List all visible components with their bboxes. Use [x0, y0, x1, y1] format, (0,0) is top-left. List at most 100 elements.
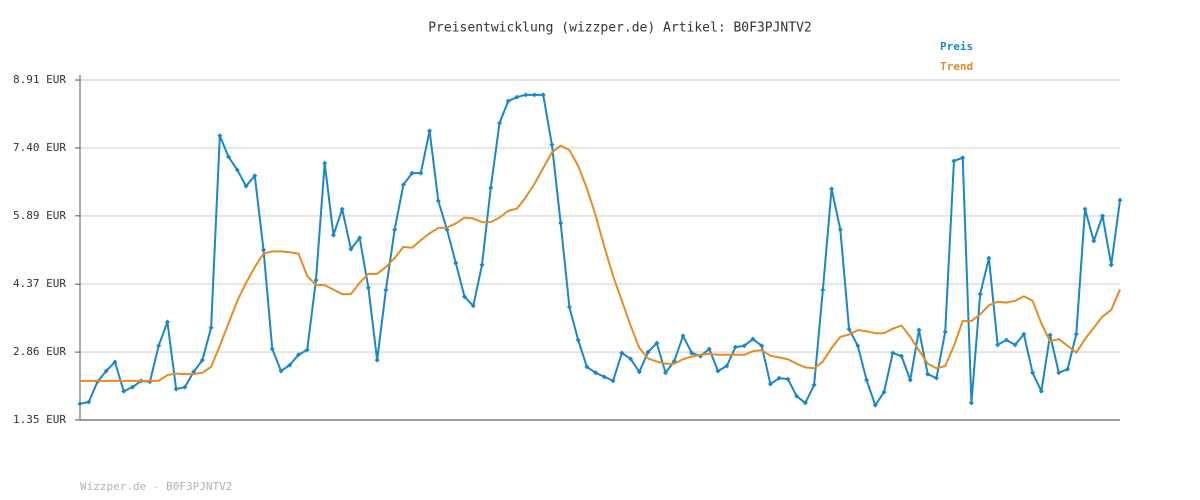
data-point [103, 368, 109, 374]
data-point [505, 98, 511, 104]
data-point [400, 182, 406, 188]
data-point [409, 170, 415, 176]
data-point [610, 378, 616, 384]
data-point [933, 375, 939, 381]
data-point [1056, 370, 1062, 376]
data-point [785, 376, 791, 382]
data-point [1065, 366, 1071, 372]
footer: Wizzper.de - B0F3PJNTV2 [80, 480, 232, 493]
data-point [304, 347, 310, 353]
data-point [322, 160, 328, 166]
data-point [654, 340, 660, 346]
y-tick-label: 1.35 EUR [13, 413, 66, 426]
data-point [846, 326, 852, 332]
data-point [881, 389, 887, 395]
series-line [80, 144, 1121, 382]
data-point [942, 329, 948, 335]
data-point [488, 185, 494, 191]
data-point [226, 154, 232, 160]
data-point [916, 327, 922, 333]
data-point [278, 368, 284, 374]
data-point [951, 158, 957, 164]
y-tick-label: 7.40 EUR [13, 141, 66, 154]
data-point [348, 246, 354, 252]
data-point [383, 287, 389, 293]
data-point [689, 350, 695, 356]
data-point [470, 303, 476, 309]
data-point [619, 350, 625, 356]
data-point [767, 381, 773, 387]
data-point [1108, 262, 1114, 268]
data-point [584, 364, 590, 370]
data-point [313, 277, 319, 283]
data-point [523, 92, 529, 98]
data-point [1047, 332, 1053, 338]
data-point [173, 386, 179, 392]
data-point [1003, 337, 1009, 343]
data-point [427, 128, 433, 134]
data-point [121, 388, 127, 394]
series-line [79, 93, 1121, 407]
y-tick-label: 8.91 EUR [13, 73, 66, 86]
chart-title: Preisentwicklung (wizzper.de) Artikel: B… [428, 21, 812, 36]
data-point [269, 346, 275, 352]
data-point [636, 369, 642, 375]
data-point [925, 371, 931, 377]
data-point [802, 400, 808, 406]
y-tick-label: 5.89 EUR [13, 209, 66, 222]
data-point [899, 353, 905, 359]
data-point [829, 186, 835, 192]
data-point [732, 344, 738, 350]
data-point [462, 294, 468, 300]
data-point [872, 402, 878, 408]
data-point [208, 325, 214, 331]
data-point [575, 337, 581, 343]
data-point [715, 368, 721, 374]
data-point [960, 155, 966, 161]
data-point [252, 173, 258, 179]
data-point [392, 227, 398, 233]
data-point [977, 291, 983, 297]
data-point [663, 370, 669, 376]
data-point [558, 220, 564, 226]
data-point [531, 92, 537, 98]
data-point [907, 377, 913, 383]
data-point [1117, 197, 1123, 203]
data-point [243, 183, 249, 189]
data-point [540, 92, 546, 98]
data-point [261, 247, 267, 253]
legend-label: Preis [940, 40, 973, 53]
data-point [496, 120, 502, 126]
data-point [217, 133, 223, 139]
data-point [1091, 238, 1097, 244]
data-point [776, 375, 782, 381]
data-point [1100, 213, 1106, 219]
data-point [479, 262, 485, 268]
legend-label: Trend [940, 60, 973, 73]
data-point [77, 401, 83, 407]
data-point [855, 343, 861, 349]
data-point [156, 343, 162, 349]
y-tick-label: 4.37 EUR [13, 277, 66, 290]
data-point [1082, 206, 1088, 212]
data-point [706, 346, 712, 352]
y-tick-label: 2.86 EUR [13, 345, 66, 358]
data-point [453, 260, 459, 266]
data-point [549, 142, 555, 148]
data-point [199, 357, 205, 363]
data-point [645, 349, 651, 355]
data-point [129, 384, 135, 390]
data-point [1012, 342, 1018, 348]
data-point [86, 399, 92, 405]
data-point [837, 227, 843, 233]
data-point [986, 255, 992, 261]
data-point [514, 94, 520, 100]
data-point [628, 356, 634, 362]
data-point [357, 235, 363, 241]
data-point [968, 400, 974, 406]
data-point [864, 377, 870, 383]
data-point [234, 167, 240, 173]
data-point [1030, 370, 1036, 376]
